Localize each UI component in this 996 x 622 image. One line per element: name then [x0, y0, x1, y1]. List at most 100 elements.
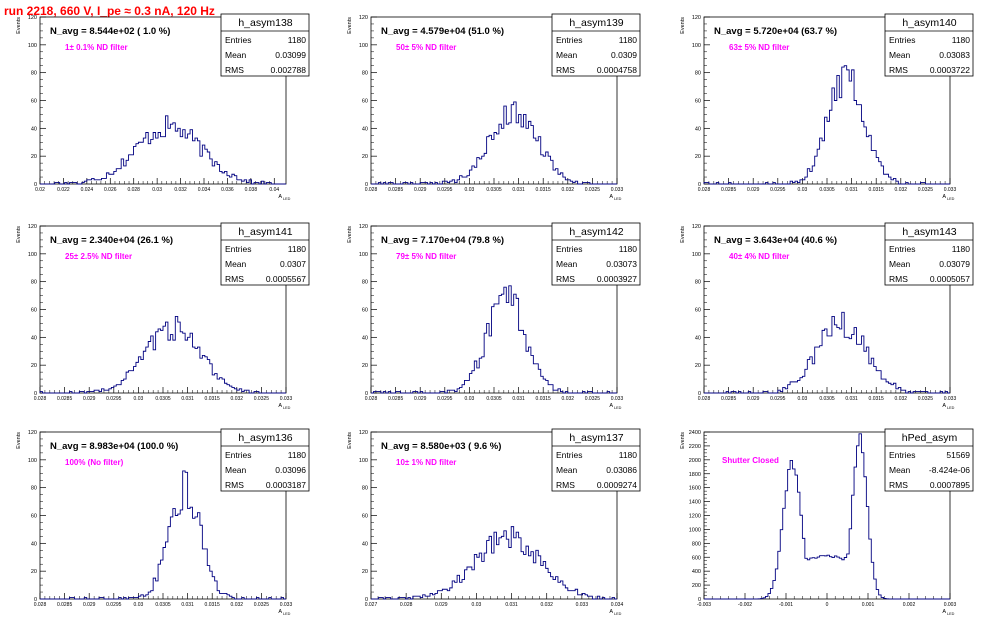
x-axis-title: A: [278, 403, 282, 409]
stats-histogram-name: h_asym142: [569, 226, 623, 238]
x-tick-label: 0.033: [944, 396, 957, 402]
x-tick-label: 0.033: [944, 187, 957, 193]
stats-box: h_asym139 Entries 1180 Mean 0.0309 RMS 0.00047…: [551, 13, 641, 77]
x-tick-label: 0.032: [231, 602, 244, 608]
x-tick-label: 0.0315: [869, 396, 885, 402]
y-tick-label: 80: [31, 71, 37, 77]
x-tick-label: 0.028: [365, 396, 378, 402]
filter-annotation: 1± 0.1% ND filter: [65, 43, 128, 52]
x-tick-label: 0.031: [181, 396, 194, 402]
x-axis-title: A: [278, 194, 282, 200]
stats-value: 0.0004758: [597, 65, 637, 75]
x-tick-label: -0.003: [697, 602, 711, 608]
filter-annotation: 10± 1% ND filter: [396, 458, 456, 467]
x-axis-title: A: [942, 403, 946, 409]
x-tick-label: 0.024: [81, 187, 94, 193]
y-tick-label: 1400: [689, 500, 701, 506]
y-axis-title: Events: [347, 432, 353, 449]
x-tick-label: 0.022: [57, 187, 70, 193]
x-tick-label: 0.029: [83, 396, 96, 402]
stats-value: 1180: [619, 35, 638, 45]
y-tick-label: 120: [692, 15, 701, 21]
x-tick-label: 0.0325: [585, 187, 601, 193]
stats-histogram-name: hPed_asym: [902, 432, 958, 444]
x-axis-title-sub: LED: [283, 197, 291, 201]
x-tick-label: 0.0305: [819, 187, 835, 193]
y-tick-label: 40: [362, 541, 368, 547]
y-tick-label: 20: [362, 569, 368, 575]
navg-header: N_avg = 5.720e+04 (63.7 %): [714, 26, 837, 37]
filter-annotation: 25± 2.5% ND filter: [65, 252, 132, 261]
x-tick-label: -0.002: [738, 602, 752, 608]
y-tick-label: 1800: [689, 472, 701, 478]
histogram-pad-hPed_asym: 0 200 400 600 800 1000 1200 1400 1600 1800 2000 220…: [680, 428, 974, 616]
histogram-pad-h_asym141: 0 20 40 60 80 100 120 0.028 0.0285 0.029 0.0295 0.0…: [16, 222, 310, 410]
stats-value: 1180: [288, 450, 307, 460]
y-tick-label: 100: [359, 43, 368, 49]
y-axis-title: Events: [680, 17, 686, 34]
stats-value: 0.0007895: [930, 480, 970, 490]
x-tick-label: 0.027: [365, 602, 378, 608]
x-tick-label: 0.038: [245, 187, 258, 193]
stats-value: 0.0005567: [266, 274, 306, 284]
histogram-pad-h_asym138: 0 20 40 60 80 100 120 0.02 0.022 0.024 0.026 0.028 0…: [16, 13, 310, 201]
histogram-pad-h_asym137: 0 20 40 60 80 100 120 0.027 0.028 0.029 0.03 0.031 0…: [347, 428, 641, 616]
y-tick-label: 120: [28, 15, 37, 21]
y-tick-label: 20: [695, 154, 701, 160]
stats-box: h_asym143 Entries 1180 Mean 0.03079 RMS 0.0005…: [884, 222, 974, 286]
x-axis-title: A: [609, 609, 613, 615]
stats-value: 0.03083: [939, 50, 970, 60]
x-tick-label: 0.028: [365, 187, 378, 193]
x-tick-label: 0.0285: [721, 396, 737, 402]
x-tick-label: 0.0295: [106, 396, 122, 402]
stats-label: Mean: [556, 50, 578, 60]
stats-label: Mean: [889, 465, 911, 475]
x-tick-label: 0.026: [104, 187, 117, 193]
y-tick-label: 1200: [689, 514, 701, 520]
histogram-series-h_asym140: [703, 65, 950, 185]
y-tick-label: 120: [28, 430, 37, 436]
y-tick-label: 40: [31, 335, 37, 341]
navg-header: N_avg = 2.340e+04 (26.1 %): [50, 235, 173, 246]
y-tick-label: 100: [28, 458, 37, 464]
x-tick-label: 0.031: [512, 187, 525, 193]
histogram-series-h_asym141: [39, 316, 286, 394]
y-tick-label: 60: [362, 514, 368, 520]
y-tick-label: 100: [359, 252, 368, 258]
x-tick-label: 0.033: [611, 396, 624, 402]
x-tick-label: 0.033: [280, 602, 293, 608]
x-tick-label: 0.032: [895, 187, 908, 193]
y-tick-label: 120: [692, 224, 701, 230]
filter-annotation: 50± 5% ND filter: [396, 43, 456, 52]
y-tick-label: 80: [31, 486, 37, 492]
x-axis-title-sub: LED: [947, 197, 955, 201]
y-tick-label: 20: [362, 363, 368, 369]
x-tick-label: 0.0315: [205, 396, 221, 402]
x-tick-label: 0.03: [798, 396, 808, 402]
stats-value: 0.03079: [939, 259, 970, 269]
stats-label: RMS: [225, 65, 244, 75]
y-tick-label: 60: [31, 514, 37, 520]
x-tick-label: 0.032: [540, 602, 553, 608]
stats-value: 0.002788: [271, 65, 307, 75]
stats-value: 1180: [619, 244, 638, 254]
stats-box-frame: [220, 428, 310, 492]
x-tick-label: 0.036: [221, 187, 234, 193]
stats-box-frame: [220, 13, 310, 77]
y-axis-title: Events: [680, 432, 686, 449]
x-axis-title: A: [278, 609, 282, 615]
stats-histogram-name: h_asym141: [238, 226, 292, 238]
x-axis-title: A: [942, 609, 946, 615]
histogram-pad-h_asym140: 0 20 40 60 80 100 120 0.028 0.0285 0.029 0.0295 0.0…: [680, 13, 974, 201]
x-axis-title: A: [609, 403, 613, 409]
stats-value: 0.0009274: [597, 480, 637, 490]
y-tick-label: 120: [359, 430, 368, 436]
x-tick-label: 0.03: [465, 396, 475, 402]
x-tick-label: 0.003: [944, 602, 957, 608]
x-tick-label: 0.031: [181, 602, 194, 608]
x-tick-label: 0.0315: [536, 396, 552, 402]
y-tick-label: 0: [365, 391, 368, 397]
y-tick-label: 100: [28, 252, 37, 258]
filter-annotation: 79± 5% ND filter: [396, 252, 456, 261]
stats-label: Entries: [556, 35, 582, 45]
